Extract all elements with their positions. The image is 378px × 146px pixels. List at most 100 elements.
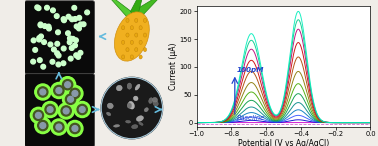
Ellipse shape [125,120,130,123]
Circle shape [72,91,78,96]
Ellipse shape [132,125,138,129]
Circle shape [68,36,72,41]
Polygon shape [103,0,133,18]
Circle shape [77,26,81,31]
Circle shape [56,62,61,67]
Circle shape [38,120,48,131]
Ellipse shape [121,55,125,59]
Ellipse shape [143,33,147,37]
Circle shape [62,80,73,90]
Circle shape [66,14,71,19]
Polygon shape [130,0,146,16]
Circle shape [61,106,71,116]
Ellipse shape [135,33,138,37]
Circle shape [61,61,66,66]
Circle shape [65,82,71,88]
Circle shape [74,53,79,58]
Circle shape [42,101,58,118]
Circle shape [55,41,60,46]
Ellipse shape [143,18,147,22]
Circle shape [78,51,83,55]
Circle shape [47,107,53,112]
Circle shape [78,22,83,27]
Circle shape [67,40,72,45]
Circle shape [60,77,76,93]
Ellipse shape [139,55,142,59]
Circle shape [61,17,66,21]
Ellipse shape [130,26,133,30]
Ellipse shape [126,18,129,22]
FancyBboxPatch shape [25,1,94,74]
Circle shape [70,46,74,50]
Circle shape [36,112,41,118]
Circle shape [66,31,70,35]
Circle shape [72,6,77,10]
Circle shape [70,88,80,99]
Ellipse shape [144,108,148,112]
Circle shape [38,22,43,27]
Ellipse shape [107,103,113,109]
Ellipse shape [126,33,129,37]
Circle shape [35,118,51,134]
Circle shape [79,107,85,112]
Ellipse shape [107,112,111,116]
Circle shape [37,37,42,42]
Circle shape [61,46,66,51]
Ellipse shape [143,48,147,52]
Circle shape [74,38,78,43]
Ellipse shape [139,122,143,125]
Circle shape [40,89,46,95]
Text: 100pM: 100pM [237,67,264,73]
Circle shape [68,56,73,61]
Circle shape [85,10,90,15]
X-axis label: Potential (V vs Ag/AgCl): Potential (V vs Ag/AgCl) [238,139,329,146]
Circle shape [70,123,80,134]
Circle shape [42,24,47,28]
Circle shape [56,53,61,58]
Circle shape [63,108,69,114]
Ellipse shape [127,83,132,89]
Ellipse shape [116,85,122,91]
Circle shape [36,6,41,11]
Circle shape [31,38,36,43]
Circle shape [72,126,78,131]
Circle shape [54,122,64,132]
Circle shape [67,85,83,101]
Circle shape [73,43,77,48]
Circle shape [62,91,79,107]
Circle shape [101,77,163,139]
Circle shape [68,96,73,102]
Ellipse shape [121,40,125,44]
Circle shape [81,22,86,27]
Circle shape [58,103,74,119]
Circle shape [35,84,51,100]
Circle shape [56,30,60,35]
Ellipse shape [149,98,153,104]
Circle shape [39,34,43,39]
Circle shape [54,14,59,18]
Ellipse shape [135,84,140,90]
Circle shape [45,5,49,10]
Circle shape [38,23,43,28]
Text: Baseline: Baseline [237,115,265,121]
Circle shape [51,8,55,13]
Circle shape [51,47,56,52]
Ellipse shape [152,98,158,102]
Ellipse shape [121,26,125,30]
Circle shape [45,104,55,115]
Circle shape [70,17,74,22]
Circle shape [73,17,77,21]
Circle shape [37,58,42,62]
Ellipse shape [135,18,138,22]
Circle shape [65,94,76,104]
Ellipse shape [139,26,142,30]
Ellipse shape [127,103,132,108]
Ellipse shape [130,40,133,44]
Circle shape [56,88,62,93]
Circle shape [33,48,37,52]
Circle shape [67,120,83,137]
Circle shape [74,101,90,118]
Circle shape [76,55,81,59]
Circle shape [46,26,51,31]
FancyBboxPatch shape [25,74,94,146]
